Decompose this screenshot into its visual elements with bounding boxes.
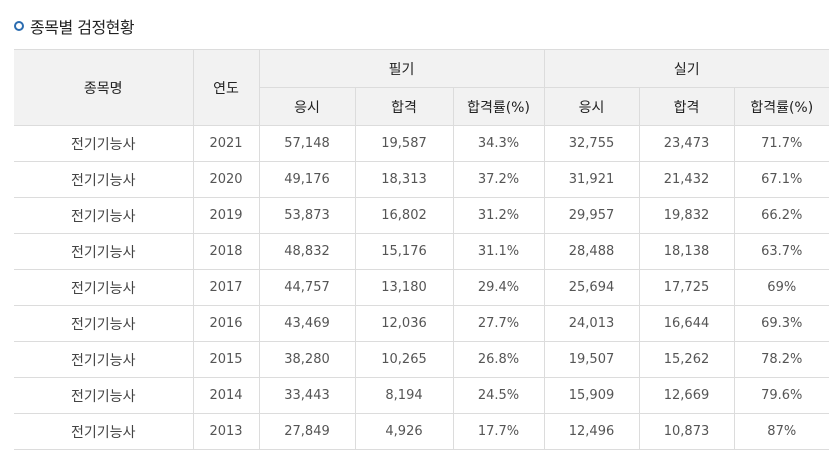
cell-practical-applicants: 29,957	[543, 197, 640, 234]
cell-written-rate: 24.5%	[452, 377, 545, 414]
cell-name: 전기기능사	[14, 269, 194, 306]
header-written-applicants: 응시	[259, 87, 356, 126]
cell-name: 전기기능사	[14, 341, 194, 378]
cell-name: 전기기능사	[14, 233, 194, 270]
cell-written-passed: 19,587	[354, 125, 454, 162]
cell-written-applicants: 49,176	[258, 161, 356, 198]
table-row: 전기기능사 2017 44,757 13,180 29.4% 25,694 17…	[14, 269, 830, 306]
cell-name: 전기기능사	[14, 125, 194, 162]
cell-year: 2019	[192, 197, 260, 234]
cell-written-applicants: 27,849	[258, 413, 356, 450]
cell-practical-applicants: 31,921	[543, 161, 640, 198]
cell-practical-passed: 17,725	[638, 269, 735, 306]
cell-practical-passed: 18,138	[638, 233, 735, 270]
header-practical-rate: 합격률(%)	[733, 87, 830, 126]
cell-practical-passed: 12,669	[638, 377, 735, 414]
cell-practical-rate: 69.3%	[733, 305, 830, 342]
cell-year: 2014	[192, 377, 260, 414]
cell-written-rate: 26.8%	[452, 341, 545, 378]
cell-practical-applicants: 24,013	[543, 305, 640, 342]
table-row: 전기기능사 2020 49,176 18,313 37.2% 31,921 21…	[14, 161, 830, 198]
cell-written-passed: 18,313	[354, 161, 454, 198]
cell-written-passed: 4,926	[354, 413, 454, 450]
cell-practical-applicants: 32,755	[543, 125, 640, 162]
cell-written-rate: 37.2%	[452, 161, 545, 198]
cell-practical-rate: 69%	[733, 269, 830, 306]
exam-stats-table: 종목명 연도 필기 실기 응시 합격 합격률(%) 응시 합격 합격률(%) 전…	[14, 49, 830, 450]
cell-practical-rate: 78.2%	[733, 341, 830, 378]
cell-practical-applicants: 28,488	[543, 233, 640, 270]
cell-written-passed: 13,180	[354, 269, 454, 306]
cell-practical-rate: 71.7%	[733, 125, 830, 162]
cell-written-rate: 31.2%	[452, 197, 545, 234]
table-row: 전기기능사 2014 33,443 8,194 24.5% 15,909 12,…	[14, 377, 830, 414]
header-written: 필기	[258, 49, 545, 88]
cell-practical-passed: 16,644	[638, 305, 735, 342]
cell-practical-applicants: 25,694	[543, 269, 640, 306]
table-row: 전기기능사 2016 43,469 12,036 27.7% 24,013 16…	[14, 305, 830, 342]
header-written-passed: 합격	[354, 87, 454, 126]
cell-practical-rate: 66.2%	[733, 197, 830, 234]
cell-year: 2018	[192, 233, 260, 270]
cell-written-rate: 29.4%	[452, 269, 545, 306]
header-practical: 실기	[543, 49, 830, 88]
cell-written-applicants: 48,832	[258, 233, 356, 270]
cell-written-applicants: 53,873	[258, 197, 356, 234]
cell-practical-rate: 79.6%	[733, 377, 830, 414]
cell-written-rate: 31.1%	[452, 233, 545, 270]
cell-practical-passed: 23,473	[638, 125, 735, 162]
cell-written-rate: 34.3%	[452, 125, 545, 162]
cell-practical-passed: 19,832	[638, 197, 735, 234]
cell-practical-applicants: 12,496	[543, 413, 640, 450]
cell-name: 전기기능사	[14, 197, 194, 234]
cell-written-passed: 15,176	[354, 233, 454, 270]
cell-practical-applicants: 15,909	[543, 377, 640, 414]
section-title: 종목별 검정현황	[30, 18, 135, 37]
section-header: 종목별 검정현황	[14, 14, 135, 38]
header-written-rate: 합격률(%)	[452, 87, 545, 126]
cell-name: 전기기능사	[14, 377, 194, 414]
cell-year: 2017	[192, 269, 260, 306]
cell-written-rate: 27.7%	[452, 305, 545, 342]
cell-written-applicants: 33,443	[258, 377, 356, 414]
cell-written-applicants: 38,280	[258, 341, 356, 378]
cell-year: 2016	[192, 305, 260, 342]
table-row: 전기기능사 2018 48,832 15,176 31.1% 28,488 18…	[14, 233, 830, 270]
cell-written-rate: 17.7%	[452, 413, 545, 450]
cell-practical-passed: 15,262	[638, 341, 735, 378]
header-name: 종목명	[14, 49, 194, 126]
cell-written-applicants: 43,469	[258, 305, 356, 342]
cell-practical-passed: 10,873	[638, 413, 735, 450]
header-practical-applicants: 응시	[543, 87, 640, 126]
cell-practical-rate: 87%	[733, 413, 830, 450]
header-year: 연도	[192, 49, 260, 126]
header-practical-passed: 합격	[638, 87, 735, 126]
cell-year: 2021	[192, 125, 260, 162]
cell-written-applicants: 44,757	[258, 269, 356, 306]
cell-name: 전기기능사	[14, 305, 194, 342]
table-row: 전기기능사 2013 27,849 4,926 17.7% 12,496 10,…	[14, 413, 830, 450]
cell-year: 2020	[192, 161, 260, 198]
cell-name: 전기기능사	[14, 413, 194, 450]
cell-written-passed: 10,265	[354, 341, 454, 378]
cell-practical-applicants: 19,507	[543, 341, 640, 378]
cell-written-passed: 12,036	[354, 305, 454, 342]
cell-written-passed: 8,194	[354, 377, 454, 414]
cell-written-passed: 16,802	[354, 197, 454, 234]
cell-year: 2015	[192, 341, 260, 378]
table-row: 전기기능사 2021 57,148 19,587 34.3% 32,755 23…	[14, 125, 830, 162]
cell-practical-rate: 67.1%	[733, 161, 830, 198]
cell-name: 전기기능사	[14, 161, 194, 198]
bullet-circle-icon	[14, 21, 24, 31]
table-row: 전기기능사 2019 53,873 16,802 31.2% 29,957 19…	[14, 197, 830, 234]
cell-written-applicants: 57,148	[258, 125, 356, 162]
cell-practical-rate: 63.7%	[733, 233, 830, 270]
cell-practical-passed: 21,432	[638, 161, 735, 198]
table-row: 전기기능사 2015 38,280 10,265 26.8% 19,507 15…	[14, 341, 830, 378]
cell-year: 2013	[192, 413, 260, 450]
